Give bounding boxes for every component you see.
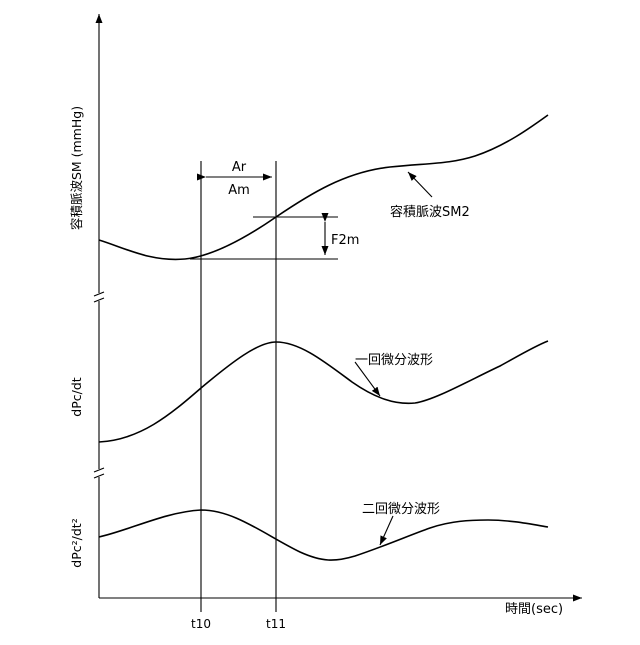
y-axis-break-lower bbox=[94, 468, 104, 478]
t11-tick-label: t11 bbox=[266, 617, 286, 631]
f2m-label: F2m bbox=[331, 233, 359, 248]
sm2-curve-label: 容積脈波SM2 bbox=[390, 204, 470, 220]
volume-pulse-curve-sm2 bbox=[99, 115, 548, 259]
first-derivative-label: 一回微分波形 bbox=[355, 353, 433, 368]
ar-label: Ar bbox=[232, 160, 247, 175]
x-axis-label-time: 時間(sec) bbox=[505, 602, 563, 617]
y-axis-label-first-derivative: dPc/dt bbox=[69, 377, 84, 416]
t10-tick-label: t10 bbox=[191, 617, 211, 631]
second-derivative-label: 二回微分波形 bbox=[362, 502, 440, 517]
first-derivative-curve bbox=[99, 341, 548, 442]
second-derivative-pointer bbox=[380, 516, 393, 545]
y-axis-label-volume-pulse: 容積脈波SM (mmHg) bbox=[69, 106, 84, 230]
y-axis-break-upper bbox=[94, 292, 104, 302]
am-label: Am bbox=[228, 183, 250, 198]
second-derivative-curve bbox=[99, 510, 548, 560]
y-axis-label-second-derivative: dPc²/dt² bbox=[69, 518, 84, 567]
sm2-pointer bbox=[408, 172, 432, 197]
